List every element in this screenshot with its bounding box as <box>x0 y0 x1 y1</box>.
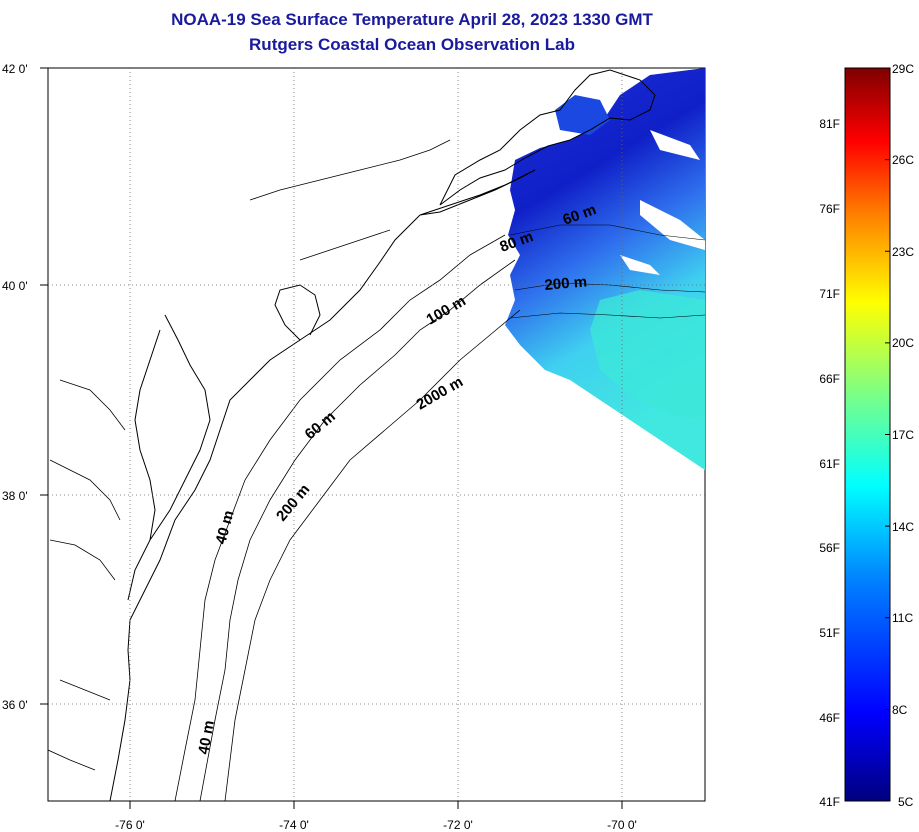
sst-patch-north <box>555 95 610 135</box>
map-subtitle: Rutgers Coastal Ocean Observation Lab <box>249 35 575 54</box>
colorbar-f-7: 46F <box>819 711 840 725</box>
colorbar-c-3: 20C <box>892 336 914 350</box>
lon-tick-74: -74 0' <box>279 818 309 832</box>
colorbar-f-0: 81F <box>819 117 840 131</box>
lat-tick-40: 40 0' <box>2 279 28 293</box>
isobath-label-200m-ne: 200 m <box>544 273 588 294</box>
coastline-long-island <box>419 169 536 216</box>
inland-rivers <box>48 139 451 771</box>
isobath-100m <box>199 259 516 801</box>
colorbar-c-1: 26C <box>892 153 914 167</box>
lat-tick-36: 36 0' <box>2 698 28 712</box>
sst-warm-core <box>590 290 705 420</box>
colorbar <box>844 67 891 802</box>
isobath-2000m <box>224 309 521 801</box>
lon-tick-76: -76 0' <box>115 818 145 832</box>
coastline-mid-atlantic <box>109 214 421 801</box>
colorbar-f-6: 51F <box>819 626 840 640</box>
map-title: NOAA-19 Sea Surface Temperature April 28… <box>171 10 653 29</box>
axis-ticks <box>40 67 623 809</box>
colorbar-c-0: 29C <box>892 62 914 76</box>
graticule <box>48 68 705 801</box>
colorbar-c-2: 23C <box>892 245 914 259</box>
lat-tick-38: 38 0' <box>2 489 28 503</box>
cloud-gaps <box>620 130 705 275</box>
isobath-40m <box>174 234 506 801</box>
colorbar-f-8: 41F <box>819 795 840 809</box>
colorbar-f-4: 61F <box>819 457 840 471</box>
colorbar-c-7: 8C <box>892 703 908 717</box>
colorbar-f-2: 71F <box>819 287 840 301</box>
lat-tick-42: 42 0' <box>2 62 28 76</box>
colorbar-ticks <box>885 67 890 802</box>
colorbar-f-5: 56F <box>819 541 840 555</box>
colorbar-c-5: 14C <box>892 520 914 534</box>
colorbar-c-6: 11C <box>892 611 913 625</box>
delaware-bay <box>274 284 321 341</box>
colorbar-f-1: 76F <box>819 202 840 216</box>
lon-tick-70: -70 0' <box>607 818 637 832</box>
isobath-label-40m-south: 40 m <box>195 719 218 756</box>
lon-tick-72: -72 0' <box>443 818 473 832</box>
chesapeake-bay <box>127 314 211 601</box>
colorbar-c-8: 5C <box>898 795 914 809</box>
colorbar-c-4: 17C <box>892 428 914 442</box>
colorbar-f-3: 66F <box>819 372 840 386</box>
coastline-new-england <box>439 69 656 206</box>
